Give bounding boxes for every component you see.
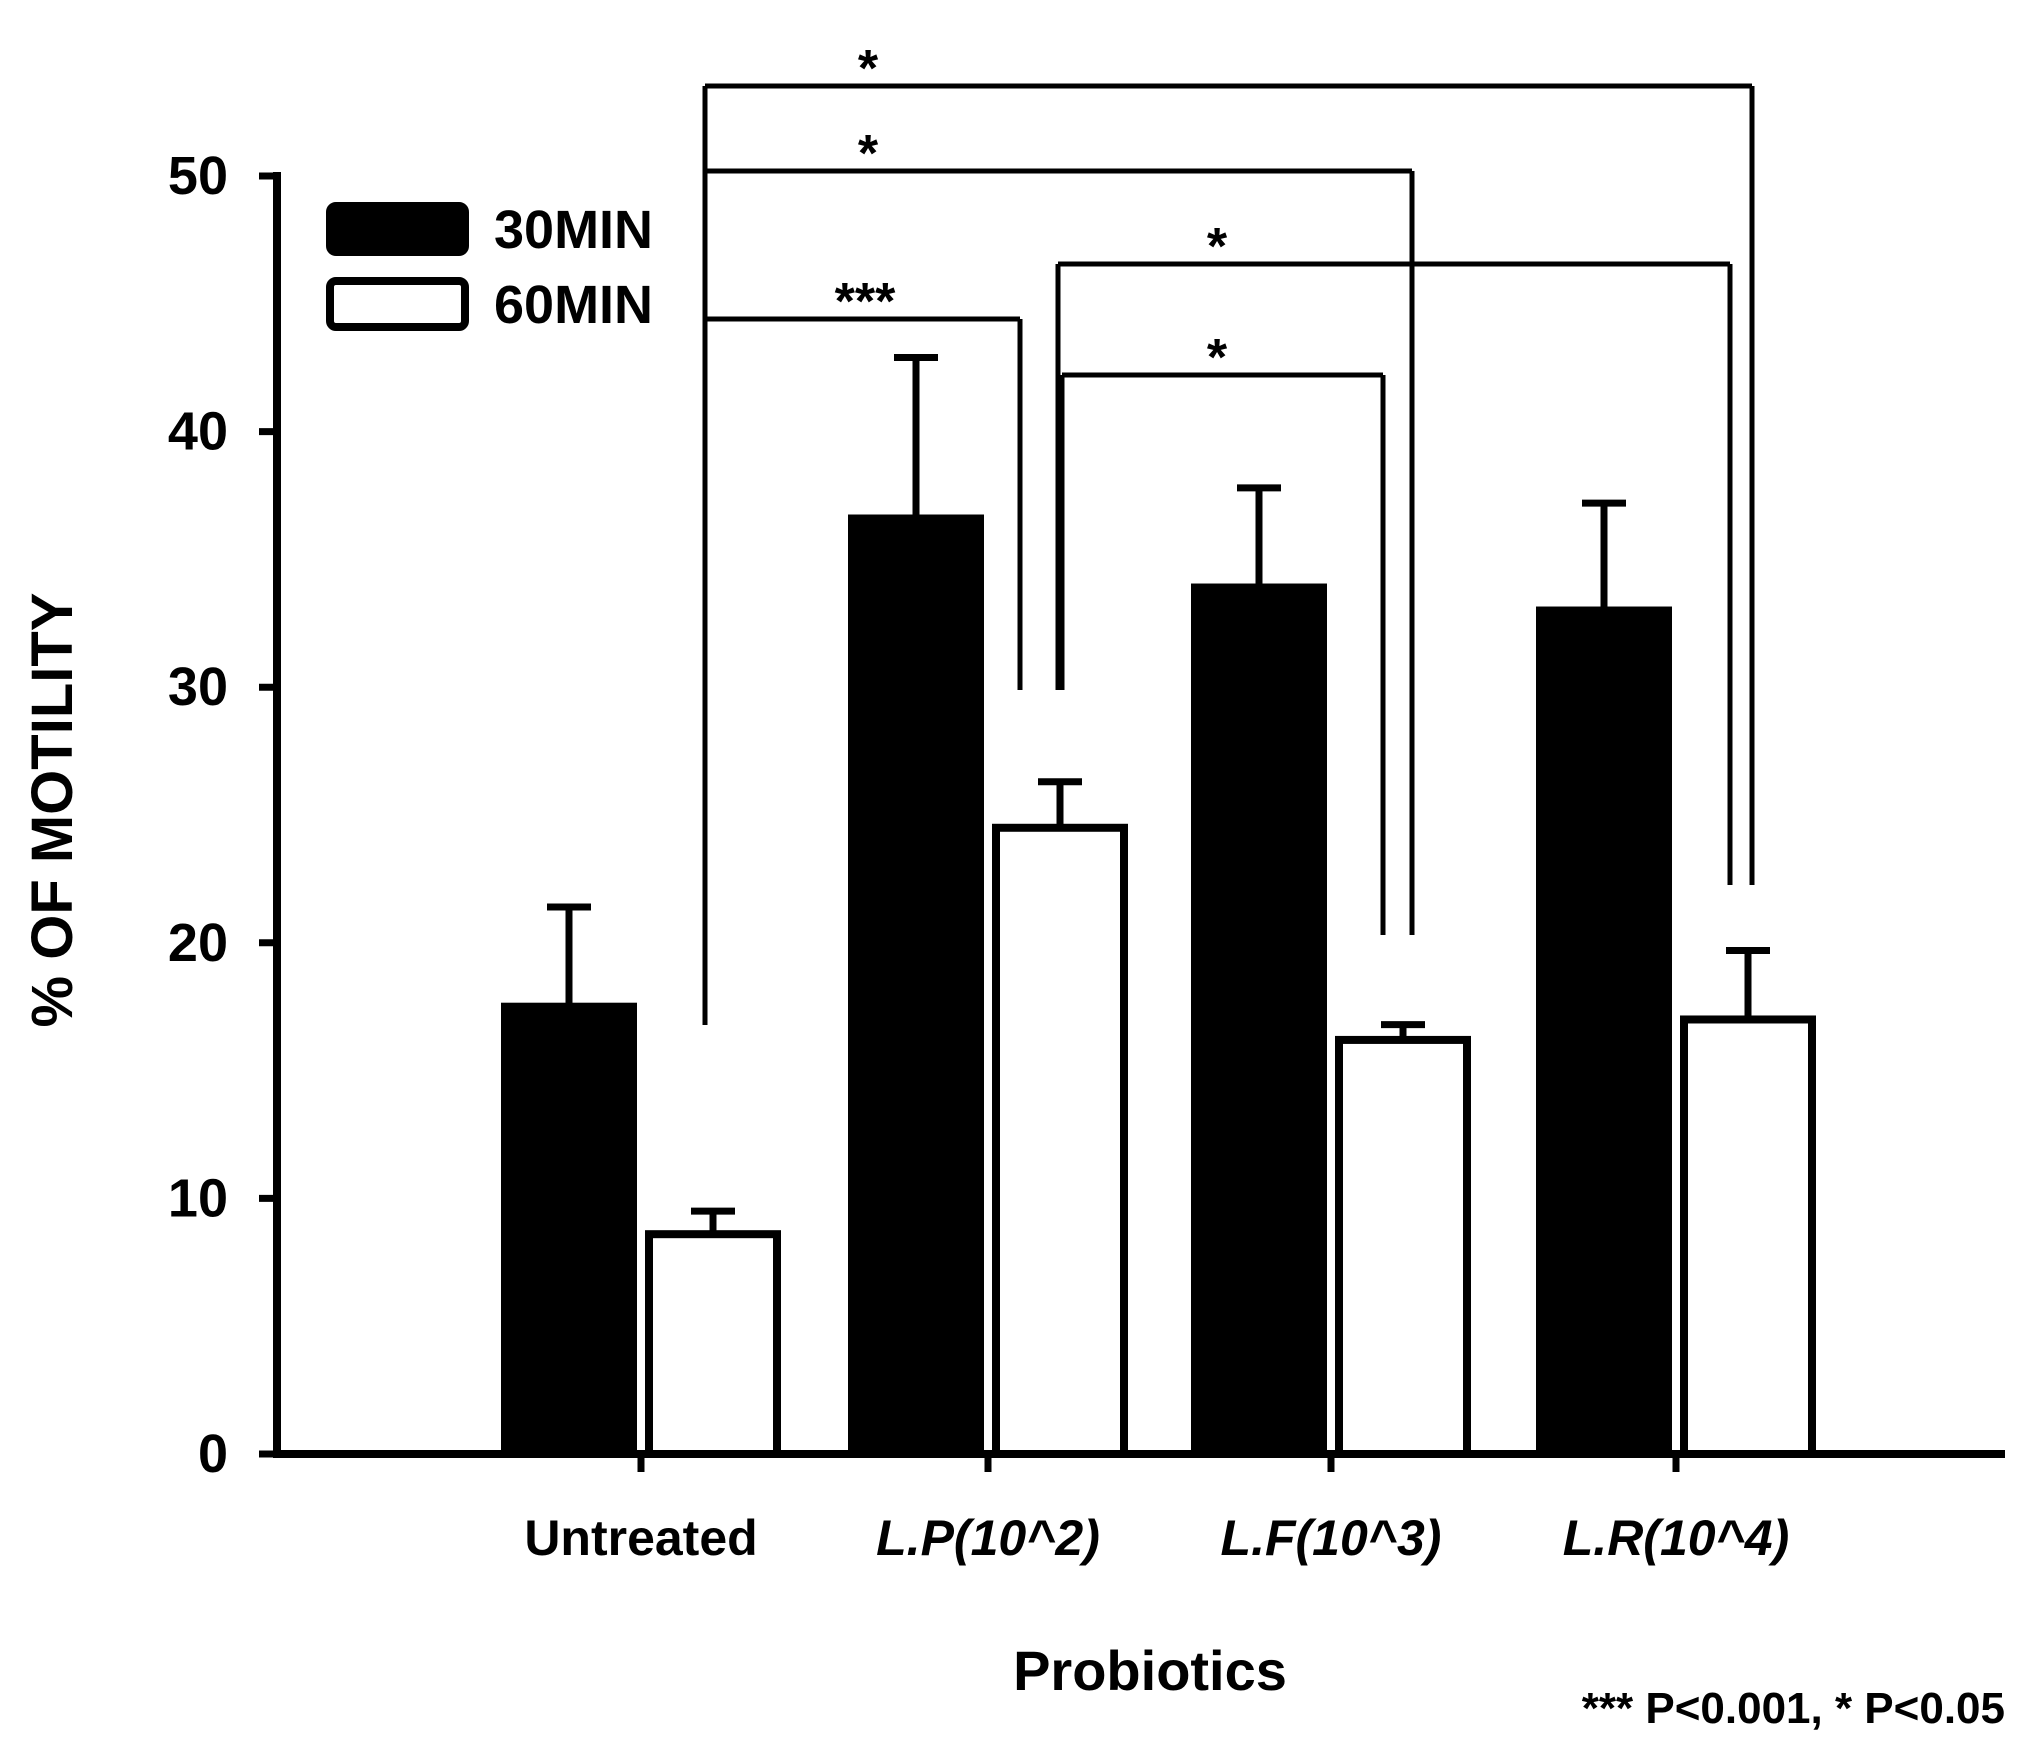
significance-label: * [1207,329,1228,387]
bar-30min-2 [1191,583,1327,1458]
x-tick-label: L.F(10^3) [1221,1510,1442,1566]
y-axis-label: % OF MOTILITY [20,593,85,1028]
y-tick-label: 30 [168,657,228,717]
legend-swatch-60min [326,277,469,331]
y-tick-label: 50 [168,146,228,206]
legend-label: 60MIN [494,275,653,335]
bar-60min-3 [1680,1015,1816,1458]
significance-bracket: * [1059,329,1386,935]
bar-60min-1 [992,823,1128,1458]
x-tick-label: L.R(10^4) [1563,1510,1789,1566]
legend-swatch-30min [326,202,469,256]
legend-label: 30MIN [494,200,653,260]
significance-label: * [1207,218,1228,276]
y-tick-label: 40 [168,402,228,462]
x-tick-label: L.P(10^2) [876,1510,1100,1566]
significance-brackets: ******* [702,40,1755,1025]
x-axis-label: Probiotics [1013,1639,1287,1702]
significance-label: * [858,125,879,183]
axes: 0 10 20 30 40 50 Untreated L.P(10^2) L.F(10^3) L.… [168,146,2005,1566]
significance-bracket: * [1055,218,1733,885]
significance-label: * [858,40,879,98]
y-tick-label: 0 [198,1424,228,1484]
bar-30min-3 [1536,606,1672,1458]
legend: 30MIN 60MIN [326,200,653,335]
bar-60min-0 [645,1230,781,1458]
bar-30min-1 [848,514,984,1458]
significance-bracket: *** [702,273,1023,1025]
bar-60min-2 [1335,1035,1471,1458]
bar-30min-0 [501,1002,637,1458]
significance-label: *** [835,273,896,331]
x-tick-label: Untreated [524,1510,757,1566]
significance-footnote: *** P<0.001, * P<0.05 [1582,1684,2005,1733]
y-tick-label: 10 [168,1168,228,1228]
y-tick-label: 20 [168,913,228,973]
bars [501,353,1816,1458]
